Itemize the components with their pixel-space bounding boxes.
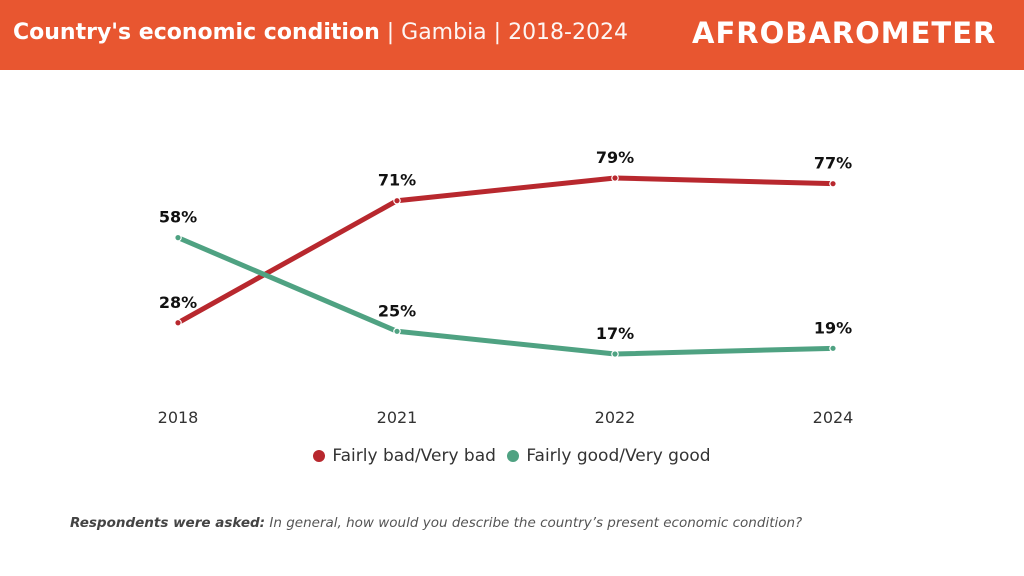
x-tick-label-2024: 2024 [813,408,854,427]
question-text: In general, how would you describe the c… [265,515,803,531]
legend-dot-bad-icon [313,450,326,462]
afrobarometer-logo: AFROBAROMETER [692,16,997,50]
x-tick-label-2021: 2021 [377,408,418,427]
data-label-0-0: 28% [159,293,197,312]
legend-label-good: Fairly good/Very good [526,446,711,466]
data-label-0-1: 71% [378,171,416,190]
data-point-0-2 [611,174,619,182]
data-point-1-0 [174,233,182,242]
line-chart: 28% 71% 79% 77% 58% 25% 17% 19% 2018 2021 2022 202… [158,148,854,427]
data-point-0-1 [393,196,401,205]
data-label-1-2: 17% [596,324,634,343]
series-line-0 [175,175,836,326]
title-main: Country's economic condition [13,20,380,45]
data-point-1-3 [829,344,837,353]
data-point-1-1 [393,327,401,336]
header-bar: Country's economic condition | Gambia | … [0,0,1024,70]
legend-item-bad: Fairly bad/Very bad [313,446,496,466]
data-label-1-3: 19% [814,318,852,337]
series-line-1 [175,235,836,357]
x-tick-label-2018: 2018 [158,408,199,427]
legend-label-bad: Fairly bad/Very bad [332,446,496,466]
question-label: Respondents were asked: [70,515,266,531]
data-label-0-3: 77% [814,154,852,173]
data-label-0-2: 79% [596,148,634,167]
title-subtitle: | Gambia | 2018-2024 [379,20,628,45]
legend-item-good: Fairly good/Very good [507,446,711,466]
legend-dot-good-icon [507,450,520,462]
data-label-1-1: 25% [378,301,416,320]
chart-title: Country's economic condition | Gambia | … [13,20,628,45]
x-tick-label-2022: 2022 [595,408,636,427]
survey-question-note: Respondents were asked: In general, how … [70,515,802,531]
data-point-0-0 [174,318,182,327]
data-point-1-2 [611,350,619,358]
data-label-1-0: 58% [159,208,197,227]
legend: Fairly bad/Very bad Fairly good/Very goo… [0,446,1024,467]
data-point-0-3 [829,179,837,188]
